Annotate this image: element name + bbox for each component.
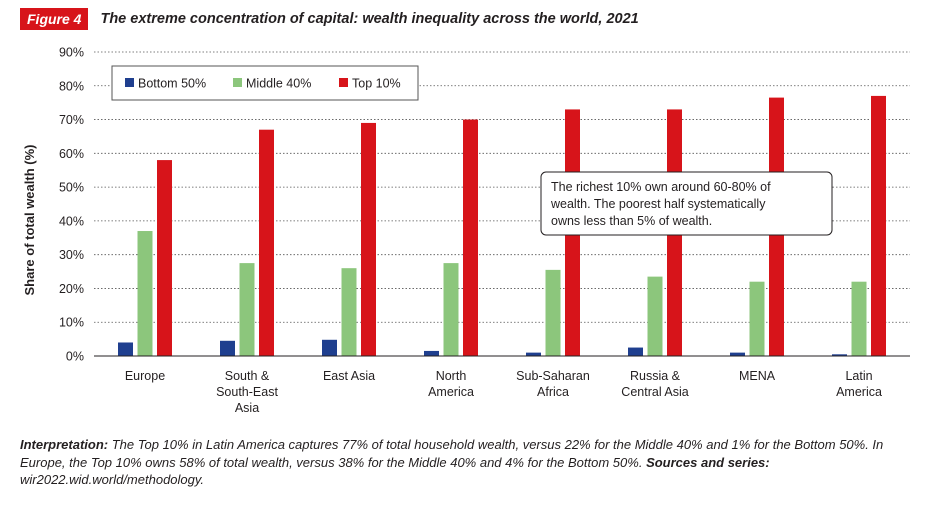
y-tick-label: 20% xyxy=(59,282,84,296)
legend: Bottom 50% Middle 40% Top 10% xyxy=(111,65,419,101)
y-tick-label: 60% xyxy=(59,147,84,161)
interpretation-label: Interpretation: xyxy=(20,437,109,452)
y-axis-title: Share of total wealth (%) xyxy=(22,145,37,296)
sources-label: Sources and series: xyxy=(646,454,770,470)
annotation-text: The richest 10% own around 60-80% of weal… xyxy=(550,180,771,228)
category-label-line: South & xyxy=(225,369,270,383)
annotation-callout: The richest 10% own around 60-80% of weal… xyxy=(540,171,833,236)
legend-swatch xyxy=(233,78,242,87)
figure-label: Figure 4 xyxy=(20,8,89,30)
category-labels: Europe South & South-East Asia East Asia Nort… xyxy=(125,369,882,415)
legend-swatch xyxy=(125,78,134,87)
category-label-line: America xyxy=(836,385,882,399)
bar-top-10--0 xyxy=(157,160,172,356)
bar-marks xyxy=(118,95,886,357)
category-label-line: America xyxy=(428,385,474,399)
y-axis-ticks: 0% 10% 20% 30% 40% 50% 60% 70% 80% 90% xyxy=(59,46,84,364)
category-label: Europe xyxy=(125,369,165,383)
y-tick-label: 70% xyxy=(59,113,84,127)
y-tick-label: 40% xyxy=(59,214,84,228)
legend-label: Bottom 50% xyxy=(138,77,206,91)
category-label: South & South-East Asia xyxy=(216,369,278,415)
category-label-line: Russia & xyxy=(630,369,681,383)
category-label: North America xyxy=(428,369,474,399)
category-label-line: South-East xyxy=(216,385,278,399)
bar-bottom-50--5 xyxy=(628,347,643,356)
bar-top-10--2 xyxy=(361,122,376,356)
bar-middle-40--5 xyxy=(647,276,663,356)
annotation-line: wealth. The poorest half systematically xyxy=(550,197,766,211)
sources-text: wir2022.wid.world/methodology. xyxy=(20,472,205,487)
bar-middle-40--6 xyxy=(749,281,765,356)
annotation-line: The richest 10% own around 60-80% of xyxy=(551,180,771,194)
legend-label: Top 10% xyxy=(352,77,401,91)
category-label-line: North xyxy=(436,369,467,383)
category-label: MENA xyxy=(739,369,776,383)
bar-middle-40--4 xyxy=(545,269,561,356)
category-label-line: Europe xyxy=(125,369,165,383)
bar-bottom-50--4 xyxy=(526,352,541,356)
bar-bottom-50--0 xyxy=(118,342,133,356)
annotation-line: owns less than 5% of wealth. xyxy=(551,214,712,228)
bar-top-10--7 xyxy=(871,95,886,357)
category-label-line: Africa xyxy=(537,385,569,399)
footnote: Interpretation: The Top 10% in Latin Ame… xyxy=(20,436,930,489)
bar-top-10--1 xyxy=(259,129,274,356)
y-tick-label: 30% xyxy=(59,248,84,262)
wealth-inequality-chart: 0% 10% 20% 30% 40% 50% 60% 70% 80% 90% Share of t… xyxy=(22,46,910,415)
category-label-line: Sub-Saharan xyxy=(516,369,590,383)
category-label: Russia & Central Asia xyxy=(621,369,688,399)
category-label: East Asia xyxy=(323,369,375,383)
bar-bottom-50--3 xyxy=(424,350,439,356)
category-label-line: Central Asia xyxy=(621,385,688,399)
figure-header: Figure 4 The extreme concentration of ca… xyxy=(20,8,639,30)
bar-middle-40--1 xyxy=(239,263,255,356)
bar-middle-40--0 xyxy=(137,231,153,356)
bar-bottom-50--2 xyxy=(322,339,337,356)
bar-bottom-50--7 xyxy=(832,354,847,356)
category-label-line: Asia xyxy=(235,401,259,415)
annotation-box xyxy=(540,171,833,236)
legend-label: Middle 40% xyxy=(246,77,311,91)
bar-middle-40--2 xyxy=(341,268,357,356)
bar-top-10--3 xyxy=(463,119,478,356)
figure-title: The extreme concentration of capital: we… xyxy=(100,11,639,27)
interpretation-text: The Top 10% in Latin America captures 77… xyxy=(20,437,884,470)
y-tick-label: 0% xyxy=(66,350,84,364)
bar-middle-40--3 xyxy=(443,263,459,356)
category-label: Latin America xyxy=(836,369,882,399)
y-tick-label: 80% xyxy=(59,79,84,93)
category-label: Sub-Saharan Africa xyxy=(516,369,590,399)
bar-bottom-50--1 xyxy=(220,340,235,356)
bar-bottom-50--6 xyxy=(730,352,745,356)
category-label-line: East Asia xyxy=(323,369,375,383)
y-tick-label: 50% xyxy=(59,181,84,195)
y-tick-label: 10% xyxy=(59,316,84,330)
category-label-line: MENA xyxy=(739,369,776,383)
legend-box xyxy=(111,65,419,101)
y-tick-label: 90% xyxy=(59,46,84,60)
legend-swatch xyxy=(339,78,348,87)
bar-middle-40--7 xyxy=(851,281,867,356)
category-label-line: Latin xyxy=(845,369,872,383)
